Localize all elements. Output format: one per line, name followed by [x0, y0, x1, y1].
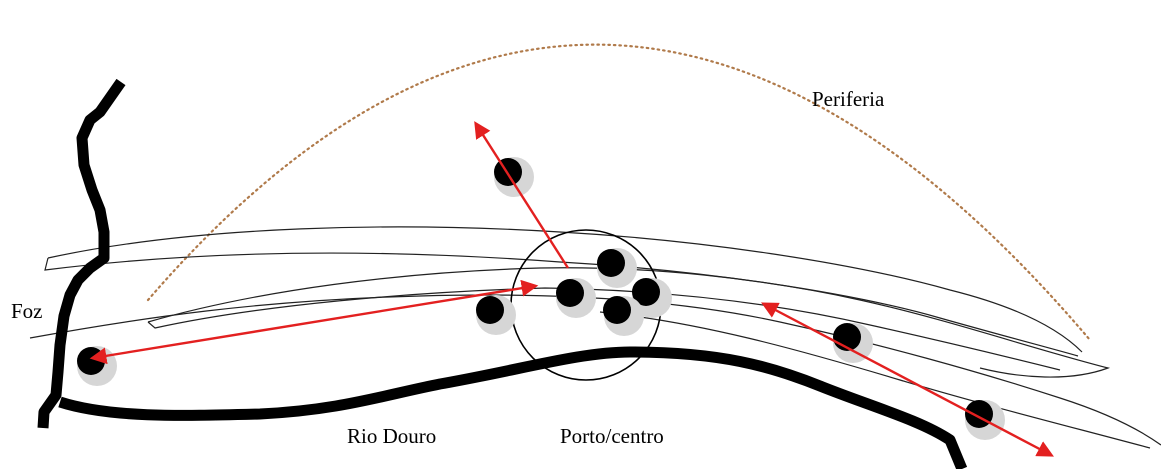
node-foz	[77, 346, 117, 386]
node-center-left	[556, 278, 596, 318]
periphery-arc	[146, 43, 1092, 342]
arrow-east	[761, 302, 1054, 457]
flow-arrows	[89, 121, 1054, 457]
label-porto-centro: Porto/centro	[560, 424, 664, 448]
node-center-bottom	[603, 296, 644, 336]
label-periferia: Periferia	[812, 87, 885, 111]
arrow-north	[474, 121, 570, 269]
node-west-of-center	[476, 295, 516, 335]
coastline	[37, 78, 126, 429]
label-foz: Foz	[11, 299, 43, 323]
rio-douro-river	[58, 346, 968, 469]
arrow-foz-center	[89, 279, 539, 365]
urban-outline-south-2	[599, 311, 1151, 449]
label-rio-douro: Rio Douro	[347, 424, 436, 448]
node-center-top	[597, 248, 637, 288]
